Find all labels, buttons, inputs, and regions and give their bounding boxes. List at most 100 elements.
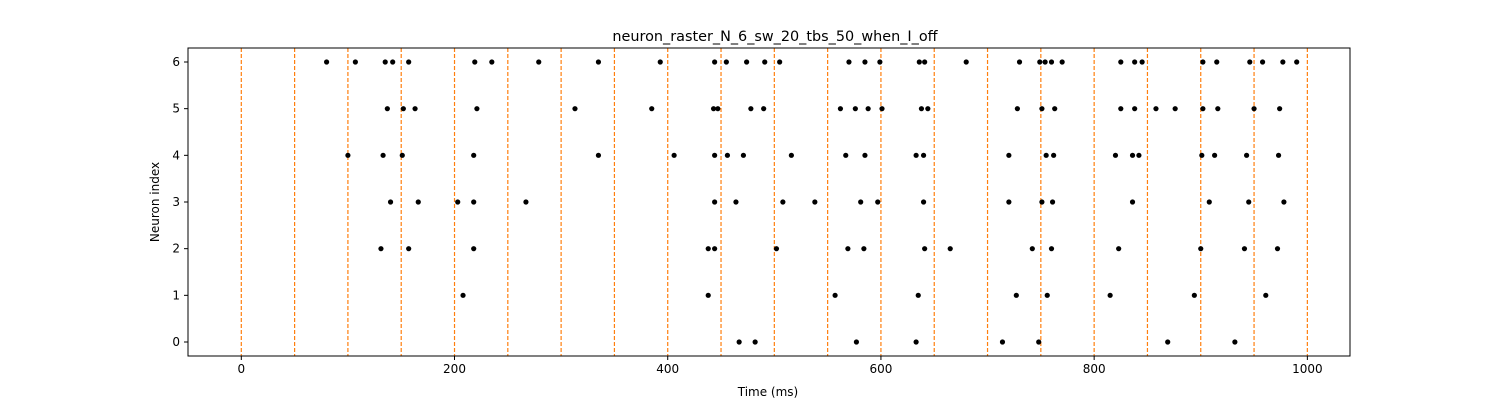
spike-point-n2-t742 <box>1029 246 1035 252</box>
spike-point-n4-t820 <box>1112 152 1119 158</box>
spike-point-n6-t157 <box>406 59 412 65</box>
spike-point-n6-t235 <box>489 59 495 65</box>
spike-point-n6-t680 <box>963 59 969 65</box>
spike-point-n2-t438 <box>705 246 711 252</box>
y-tick-label-4: 4 <box>172 148 180 162</box>
spike-point-n2-t641 <box>922 246 928 252</box>
x-tick-label-800: 800 <box>1083 362 1106 376</box>
spike-point-n6-t636 <box>916 59 922 65</box>
spike-point-n2-t157 <box>406 246 412 252</box>
spike-point-n0-t482 <box>752 339 758 345</box>
x-tick-label-400: 400 <box>656 362 679 376</box>
spike-point-n6-t958 <box>1259 59 1266 65</box>
spike-point-n5-t562 <box>837 106 844 112</box>
spike-point-n6-t474 <box>744 59 750 65</box>
spike-point-n4-t633 <box>913 152 919 158</box>
spike-point-n4-t640 <box>920 152 927 158</box>
spike-point-n4-t456 <box>724 152 731 158</box>
spike-point-n2-t760 <box>1048 246 1055 252</box>
spike-point-n6-t142 <box>390 59 396 65</box>
spike-point-n4-t585 <box>862 152 868 158</box>
spike-point-n4-t444 <box>712 152 718 158</box>
spike-point-n3-t640 <box>920 199 927 205</box>
spike-point-n2-t131 <box>378 246 384 252</box>
spike-point-n6-t770 <box>1059 59 1065 65</box>
spike-point-n6-t135 <box>382 59 388 65</box>
spike-point-n3-t597 <box>875 199 881 205</box>
spike-point-n5-t490 <box>761 106 767 112</box>
spike-point-n4-t973 <box>1275 152 1282 158</box>
spike-point-n4-t943 <box>1243 152 1250 158</box>
y-tick-label-0: 0 <box>172 335 180 349</box>
spike-point-n5-t728 <box>1014 106 1020 112</box>
spike-point-n4-t720 <box>1006 152 1012 158</box>
spike-point-n6-t107 <box>352 59 358 65</box>
spike-point-n2-t502 <box>773 246 780 252</box>
y-axis-label: Neuron index <box>148 162 162 242</box>
chart-title: neuron_raster_N_6_sw_20_tbs_50_when_I_of… <box>612 29 938 45</box>
spike-point-n3-t908 <box>1206 199 1212 205</box>
y-tick-label-6: 6 <box>172 55 180 69</box>
spike-point-n4-t901 <box>1199 152 1205 158</box>
spike-point-n0-t714 <box>999 339 1006 345</box>
spike-point-n0-t633 <box>913 339 919 345</box>
spike-point-n0-t467 <box>736 339 742 345</box>
spike-point-n2-t972 <box>1274 246 1281 252</box>
spike-point-n4-t567 <box>843 152 849 158</box>
spike-point-n5-t916 <box>1215 106 1221 112</box>
spike-point-n6-t570 <box>846 59 852 65</box>
spike-point-n4-t100 <box>345 152 351 158</box>
spike-point-n3-t508 <box>780 199 786 205</box>
spike-point-n6-t505 <box>777 59 783 65</box>
spike-point-n4-t133 <box>380 152 386 158</box>
spike-point-n6-t219 <box>472 59 478 65</box>
spike-point-n6-t838 <box>1132 59 1138 65</box>
spike-point-n5-t876 <box>1172 106 1178 112</box>
spike-point-n4-t755 <box>1043 152 1049 158</box>
spike-point-n3-t203 <box>455 199 461 205</box>
spike-point-n3-t761 <box>1049 199 1056 205</box>
spike-point-n3-t945 <box>1246 199 1252 205</box>
spike-point-n6-t730 <box>1016 59 1023 65</box>
spike-point-n3-t978 <box>1281 199 1287 205</box>
spike-point-n3-t218 <box>471 199 477 205</box>
spike-point-n5-t838 <box>1132 106 1138 112</box>
spike-point-n4-t836 <box>1129 152 1136 158</box>
spike-point-n2-t665 <box>947 246 953 252</box>
spike-point-n1-t756 <box>1044 292 1050 298</box>
spike-point-n4-t151 <box>399 152 405 158</box>
spike-point-n6-t946 <box>1247 59 1253 65</box>
spike-point-n6-t990 <box>1294 59 1300 65</box>
spike-point-n2-t584 <box>861 246 867 252</box>
spike-point-n5-t644 <box>925 106 931 112</box>
spike-point-n5-t137 <box>384 106 390 112</box>
spike-point-n6-t825 <box>1118 59 1124 65</box>
spike-point-n0-t748 <box>1036 339 1042 345</box>
spike-point-n4-t762 <box>1051 152 1057 158</box>
x-tick-label-0: 0 <box>237 362 245 376</box>
spike-point-n3-t267 <box>523 199 529 205</box>
spike-point-n5-t974 <box>1277 106 1283 112</box>
spike-point-n6-t279 <box>536 59 542 65</box>
spike-point-n5-t763 <box>1052 106 1058 112</box>
x-tick-label-600: 600 <box>869 362 892 376</box>
spike-point-n6-t599 <box>877 59 883 65</box>
y-tick-label-3: 3 <box>172 195 180 209</box>
spike-point-n1-t961 <box>1263 292 1269 298</box>
spike-point-n1-t557 <box>832 292 838 298</box>
spike-point-n3-t140 <box>387 199 394 205</box>
spike-point-n5-t447 <box>715 106 721 112</box>
spike-point-n3-t444 <box>712 199 718 205</box>
x-axis-label: Time (ms) <box>737 385 799 399</box>
y-tick-label-5: 5 <box>172 102 180 116</box>
x-tick-label-200: 200 <box>443 362 466 376</box>
spike-point-n3-t538 <box>812 199 818 205</box>
spike-point-n3-t464 <box>733 199 739 205</box>
spike-point-n6-t902 <box>1200 59 1206 65</box>
spike-point-n1-t894 <box>1191 292 1197 298</box>
spike-point-n6-t585 <box>862 59 868 65</box>
y-tick-label-1: 1 <box>172 288 180 302</box>
spike-point-n5-t902 <box>1200 106 1206 112</box>
spike-point-n6-t641 <box>922 59 928 65</box>
spike-point-n4-t471 <box>740 152 747 158</box>
